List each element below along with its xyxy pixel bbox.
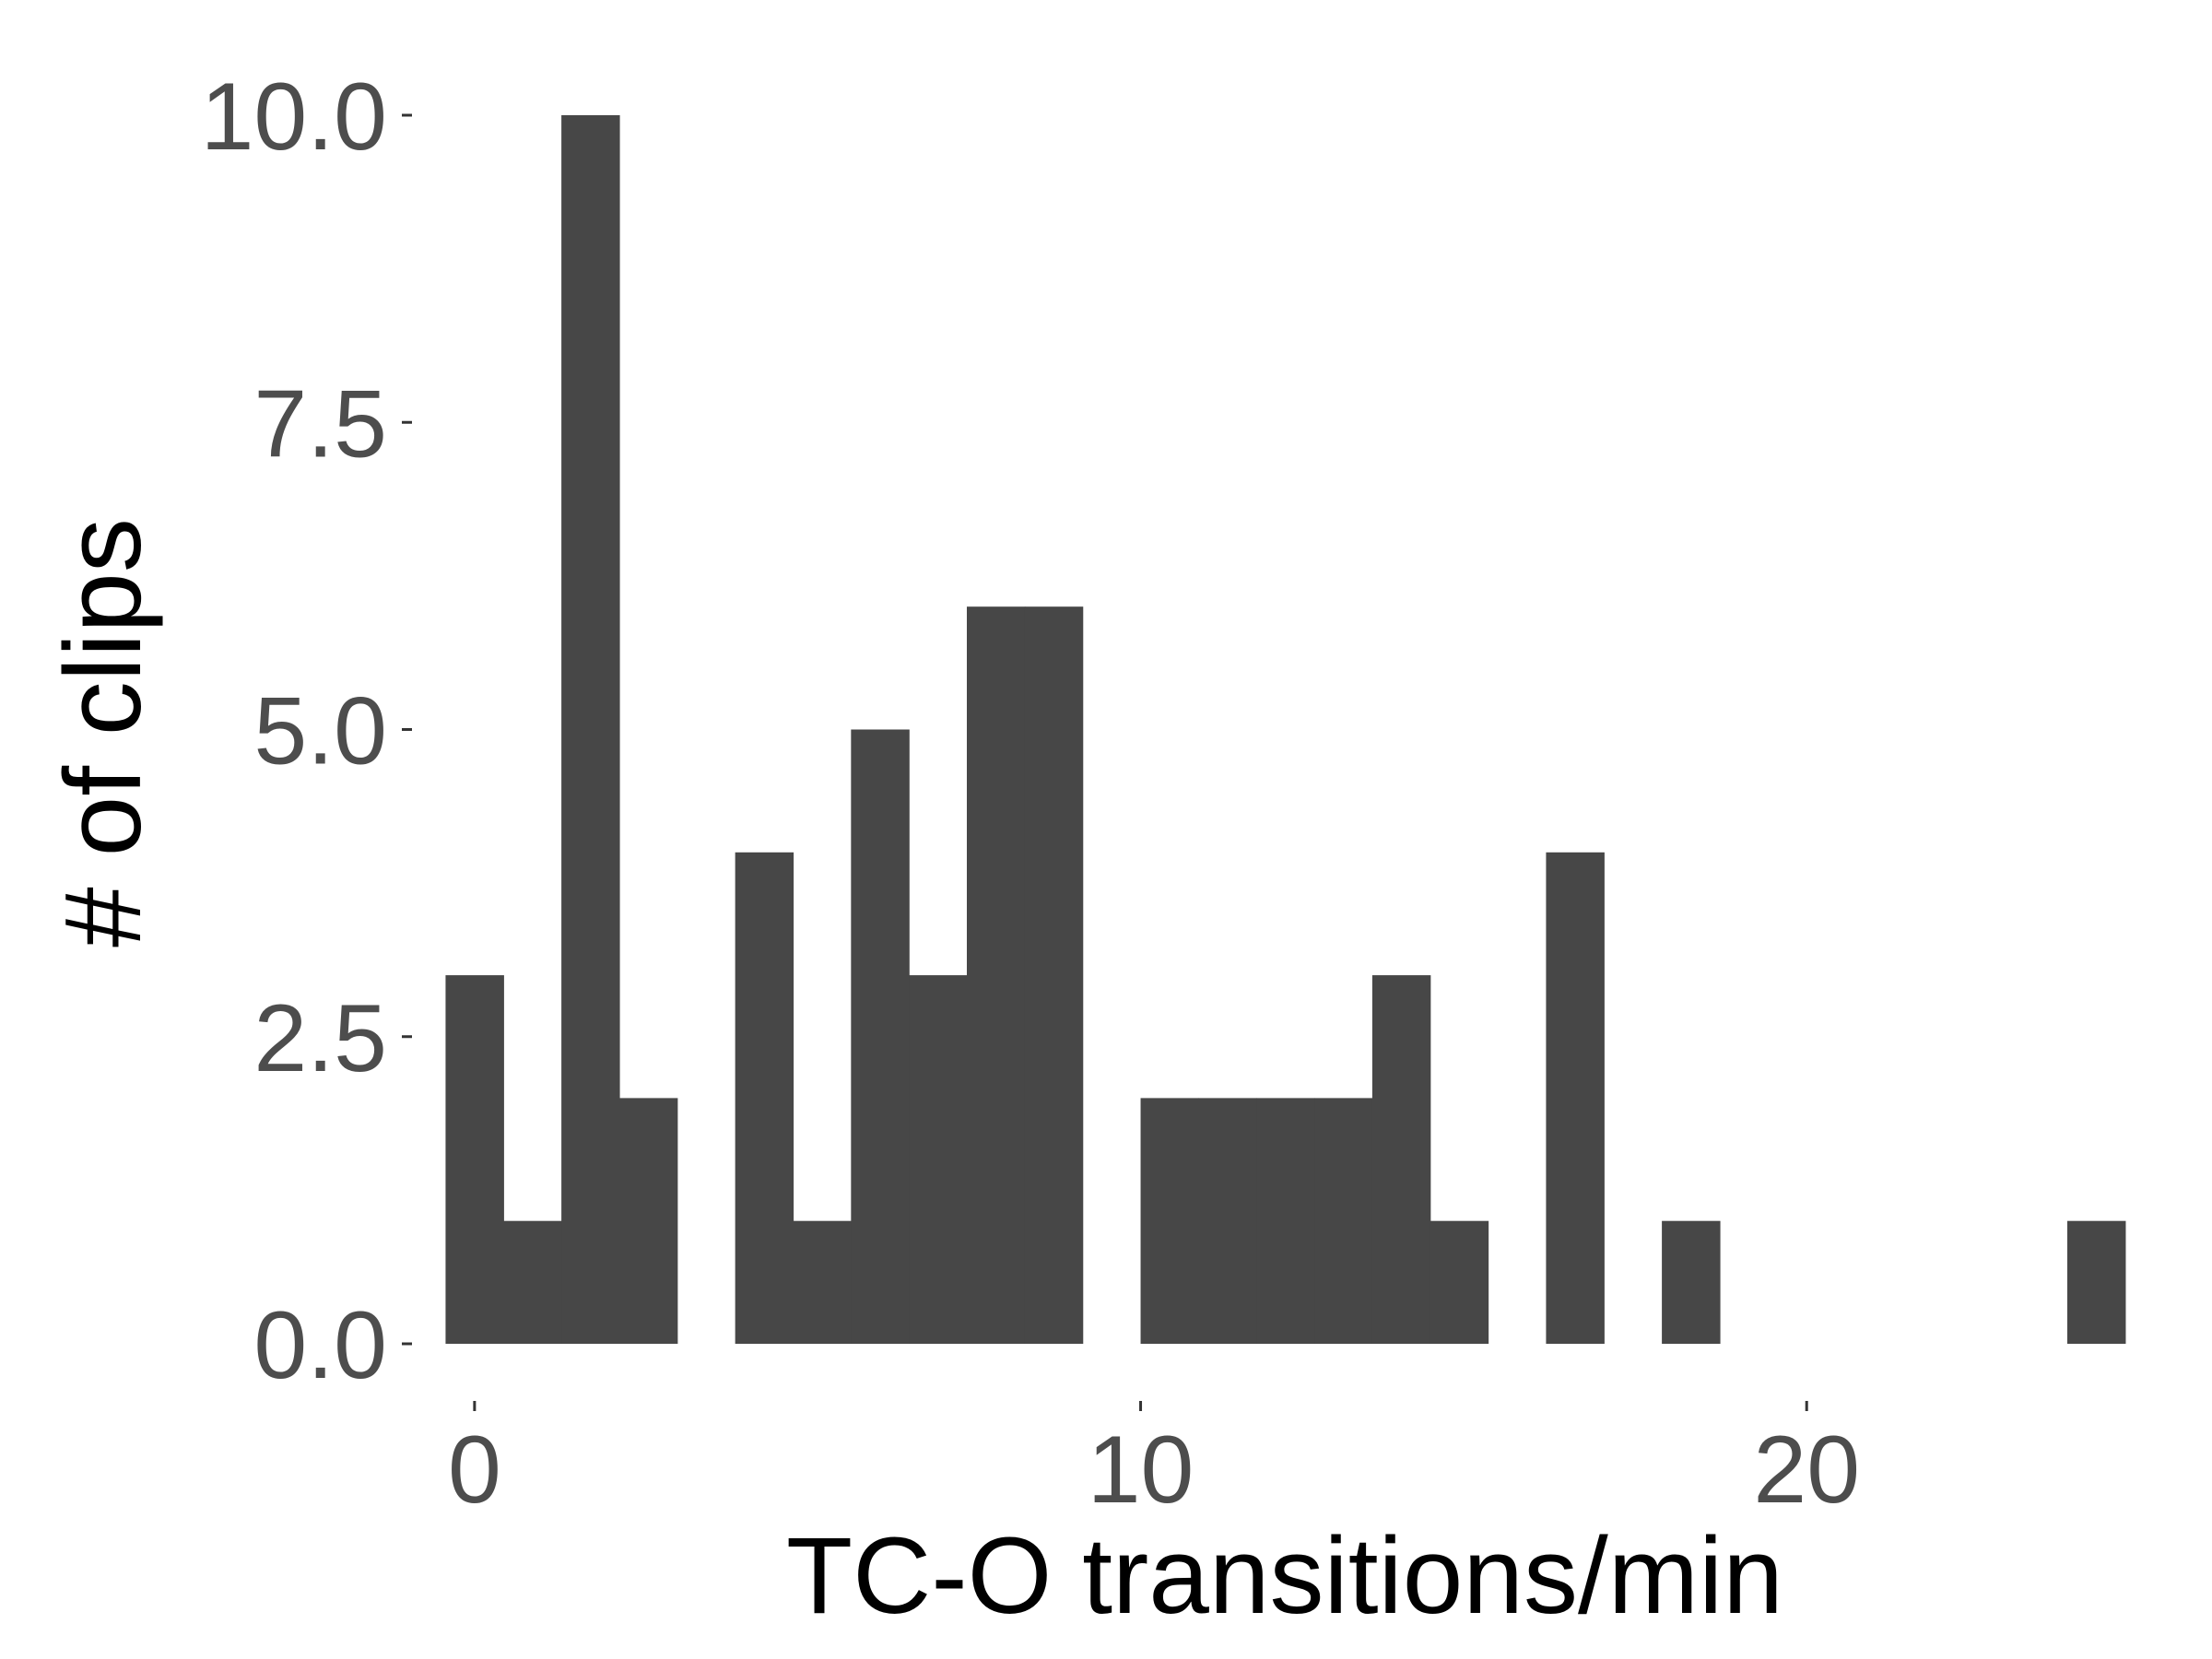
histogram-bar-2 [561, 115, 620, 1344]
x-tick-label-1: 10 [1088, 1417, 1194, 1524]
y-axis-title: # of clips [42, 518, 164, 947]
y-tick-label-2: 5.0 [253, 678, 387, 785]
x-axis-title: TC-O transitions/min [786, 1515, 1783, 1637]
histogram-bar-19 [1546, 852, 1605, 1344]
histogram-bar-6 [793, 1220, 852, 1344]
y-tick-label-1: 2.5 [253, 985, 387, 1092]
x-tick-label-2: 20 [1753, 1417, 1860, 1524]
histogram-bar-5 [735, 852, 794, 1344]
histogram-bar-1 [503, 1220, 562, 1344]
bars-layer [445, 115, 2126, 1344]
histogram-bar-21 [1662, 1220, 1721, 1344]
histogram-bar-13 [1198, 1098, 1257, 1344]
y-axis: 0.0 2.5 5.0 7.5 10.0 [201, 64, 412, 1399]
histogram-bar-0 [445, 975, 504, 1344]
x-tick-label-0: 0 [448, 1417, 501, 1524]
histogram-bar-8 [909, 975, 968, 1344]
y-tick-label-4: 10.0 [201, 64, 387, 171]
histogram-bar-17 [1430, 1220, 1489, 1344]
y-tick-label-3: 7.5 [253, 371, 387, 477]
x-axis: 0 10 20 [448, 1401, 1860, 1524]
histogram-bar-14 [1256, 1098, 1315, 1344]
histogram-bar-28 [2066, 1220, 2126, 1344]
histogram-bar-15 [1314, 1098, 1373, 1344]
y-tick-label-0: 0.0 [253, 1292, 387, 1399]
histogram-bar-3 [618, 1098, 678, 1344]
histogram-bar-10 [1024, 606, 1084, 1344]
histogram-bar-9 [967, 606, 1026, 1344]
histogram-bar-12 [1140, 1098, 1200, 1344]
histogram-bar-7 [851, 729, 910, 1344]
histogram-bar-16 [1371, 975, 1431, 1344]
